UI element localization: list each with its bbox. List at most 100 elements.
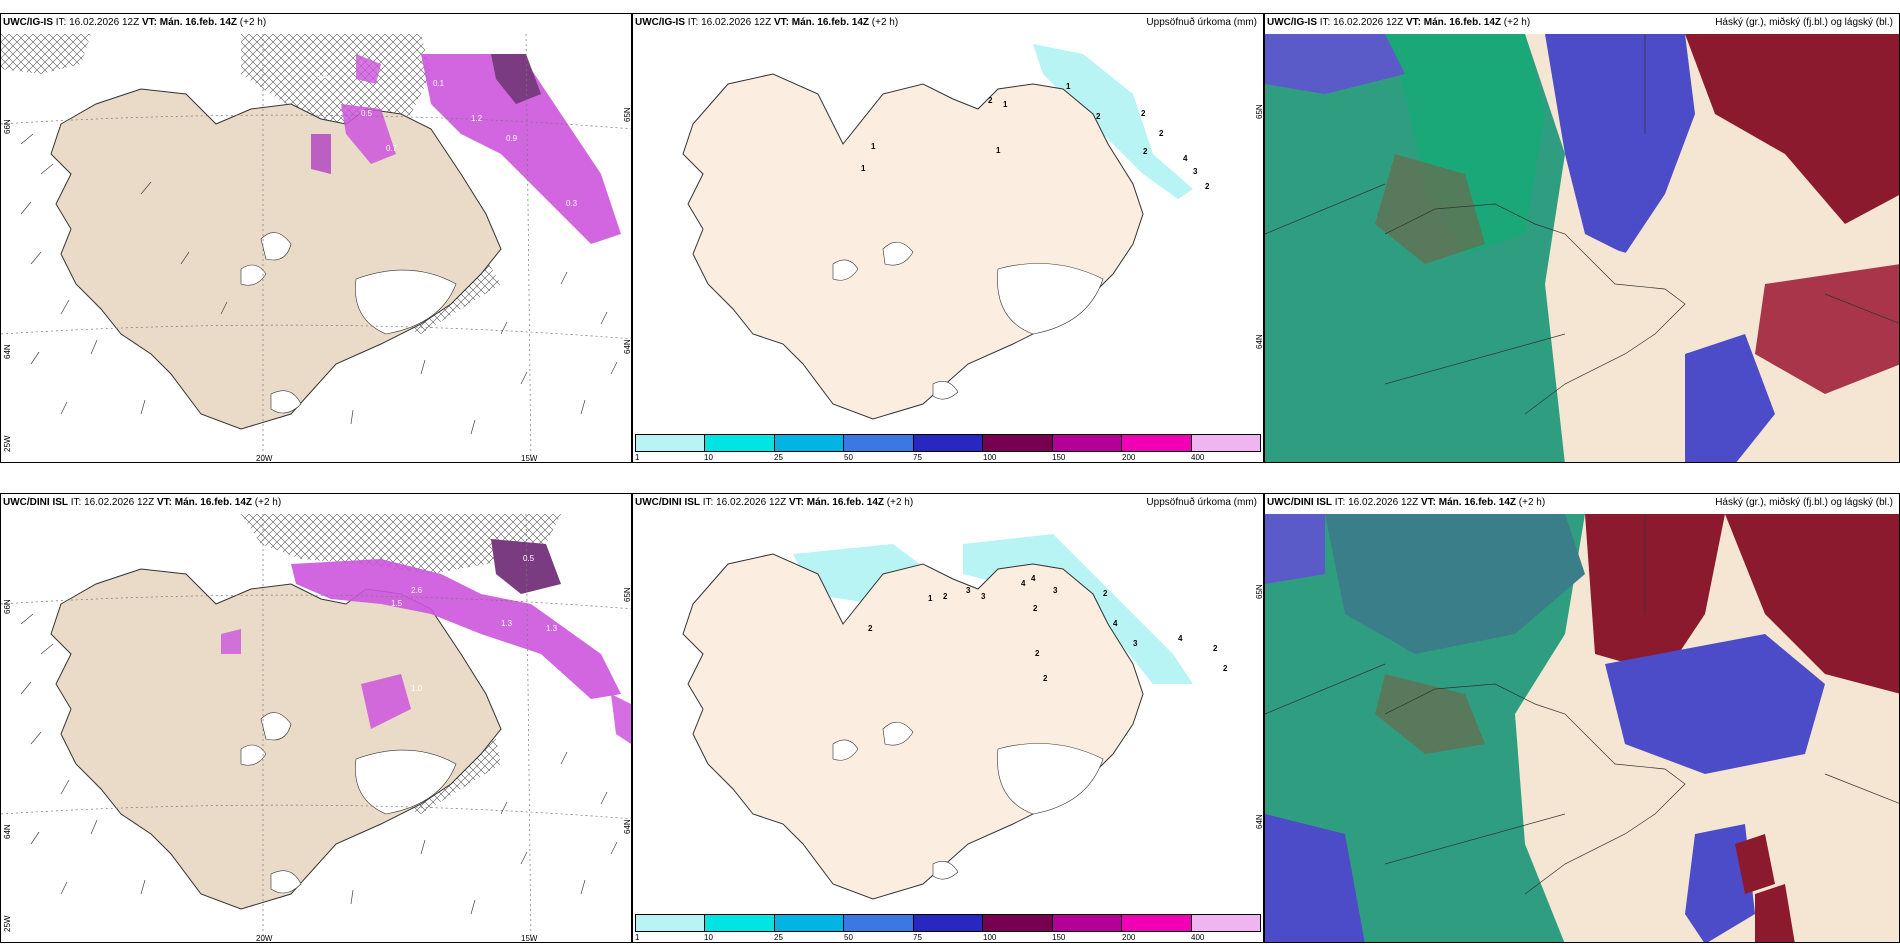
lat-label: 25W: [3, 435, 12, 452]
colorbar-cell: [1122, 435, 1192, 451]
colorbar-ticks: 1 10 25 50 75 100 150 200 400: [635, 933, 1261, 942]
colorbar-cell: [913, 435, 984, 451]
colorbar-tick: 200: [1122, 933, 1136, 942]
precip-label: 0.2: [481, 36, 493, 45]
accum-label: 2: [1141, 109, 1146, 118]
accum-label: 4: [1113, 619, 1118, 628]
panel-title: UWC/IG-IS IT: 16.02.2026 12Z VT: Mán. 16…: [3, 17, 267, 28]
colorbar-tick: 50: [844, 933, 853, 942]
accum-label: 3: [1193, 167, 1198, 176]
colorbar-cell: [636, 435, 706, 451]
panel-right-title: Háský (gr.), miðský (fj.bl.) og lágský (…: [1715, 17, 1893, 28]
accum-label: 2: [1096, 112, 1101, 121]
precip-label: 0.3: [316, 71, 328, 80]
colorbar-cell: [913, 915, 984, 931]
accum-label: 2: [868, 624, 873, 633]
lat-label-right: 64N: [1255, 334, 1264, 349]
map-clouds: [1265, 514, 1899, 942]
accum-label: 3: [1133, 639, 1138, 648]
accum-label: 4: [1178, 634, 1183, 643]
colorbar-cell: [705, 915, 775, 931]
panel-title: UWC/DINI ISL IT: 16.02.2026 12Z VT: Mán.…: [3, 497, 282, 508]
map-precip-wind: [1, 34, 631, 462]
colorbar-tick: 1: [635, 453, 640, 462]
colorbar-cell: [774, 435, 845, 451]
panel-right-title: Uppsöfnuð úrkoma (mm): [1146, 497, 1257, 508]
lon-label: 20W: [256, 934, 273, 943]
colorbar-tick: 25: [774, 453, 783, 462]
panel-top-middle-accum-precip: UWC/IG-IS IT: 16.02.2026 12Z VT: Mán. 16…: [632, 13, 1264, 463]
panel-top-right-clouds: UWC/IG-IS IT: 16.02.2026 12Z VT: Mán. 16…: [1264, 13, 1900, 463]
precip-label: 0.5: [361, 109, 373, 118]
lat-label: 66N: [3, 599, 12, 614]
colorbar-cell: [705, 435, 775, 451]
accum-label: 2: [988, 96, 993, 105]
precip-label: 0.7: [386, 144, 398, 153]
colorbar-tick: 100: [983, 933, 997, 942]
colorbar-cell: [844, 435, 914, 451]
panel-bottom-right-clouds: UWC/DINI ISL IT: 16.02.2026 12Z VT: Mán.…: [1264, 493, 1900, 943]
colorbar-tick: 1: [635, 933, 640, 942]
colorbar: [635, 914, 1261, 932]
colorbar-cell: [1052, 915, 1123, 931]
accum-label: 2: [1213, 644, 1218, 653]
colorbar: [635, 434, 1261, 452]
colorbar-ticks: 1 10 25 50 75 100 150 200 400: [635, 453, 1261, 462]
colorbar-cell: [1052, 435, 1123, 451]
accum-label: 2: [1143, 147, 1148, 156]
colorbar-tick: 150: [1052, 453, 1066, 462]
colorbar-tick: 400: [1191, 453, 1205, 462]
colorbar-tick: 100: [983, 453, 997, 462]
colorbar-cell: [636, 915, 706, 931]
lat-label-right: 64N: [623, 819, 632, 834]
precip-label: 1.2: [471, 114, 483, 123]
precip-label: 0.1: [433, 79, 445, 88]
panel-title: UWC/IG-IS IT: 16.02.2026 12Z VT: Mán. 16…: [635, 17, 899, 28]
precip-label: 1.3: [546, 624, 558, 633]
precip-label: 1.0: [411, 684, 423, 693]
precip-label: 2.6: [411, 586, 423, 595]
lon-label: 15W: [521, 934, 538, 943]
lat-label-right: 64N: [1255, 814, 1264, 829]
accum-label: 1: [928, 594, 933, 603]
lat-label-right: 65N: [1255, 104, 1264, 119]
panel-title: UWC/DINI ISL IT: 16.02.2026 12Z VT: Mán.…: [1267, 497, 1546, 508]
accum-label: 1: [1003, 100, 1008, 109]
accum-label: 2: [1205, 182, 1210, 191]
accum-label: 2: [1159, 129, 1164, 138]
colorbar-cell: [1191, 435, 1260, 451]
precip-label: 1.5: [391, 599, 403, 608]
precip-label: 0.3: [566, 199, 578, 208]
lat-label-right: 65N: [623, 107, 632, 122]
accum-label: 2: [1223, 664, 1228, 673]
colorbar-tick: 150: [1052, 933, 1066, 942]
colorbar-cell: [983, 915, 1053, 931]
lon-label: 20W: [256, 454, 273, 463]
map-precip-wind: [1, 514, 631, 942]
colorbar-cell: [1191, 915, 1260, 931]
colorbar-tick: 75: [913, 933, 922, 942]
accum-label: 2: [1035, 649, 1040, 658]
lat-label-right: 65N: [1255, 584, 1264, 599]
lat-label: 64N: [3, 344, 12, 359]
lat-label: 64N: [3, 824, 12, 839]
accum-label: 3: [966, 586, 971, 595]
accum-label: 1: [996, 146, 1001, 155]
colorbar-tick: 10: [704, 933, 713, 942]
precip-label: 0.9: [491, 589, 503, 598]
panel-right-title: Háský (gr.), miðský (fj.bl.) og lágský (…: [1715, 497, 1893, 508]
panel-title: UWC/IG-IS IT: 16.02.2026 12Z VT: Mán. 16…: [1267, 17, 1531, 28]
accum-label: 3: [981, 592, 986, 601]
colorbar-tick: 10: [704, 453, 713, 462]
accum-label: 4: [1183, 154, 1188, 163]
panel-bottom-middle-accum-precip: UWC/DINI ISL IT: 16.02.2026 12Z VT: Mán.…: [632, 493, 1264, 943]
precip-label: 0.9: [506, 134, 518, 143]
panel-bottom-left-precip-wind: UWC/DINI ISL IT: 16.02.2026 12Z VT: Mán.…: [0, 493, 632, 943]
lat-label-right: 65N: [623, 587, 632, 602]
accum-label: 4: [1021, 579, 1026, 588]
accum-label: 2: [1033, 604, 1038, 613]
map-clouds: [1265, 34, 1899, 462]
accum-label: 3: [1053, 586, 1058, 595]
accum-label: 2: [943, 592, 948, 601]
colorbar-cell: [844, 915, 914, 931]
